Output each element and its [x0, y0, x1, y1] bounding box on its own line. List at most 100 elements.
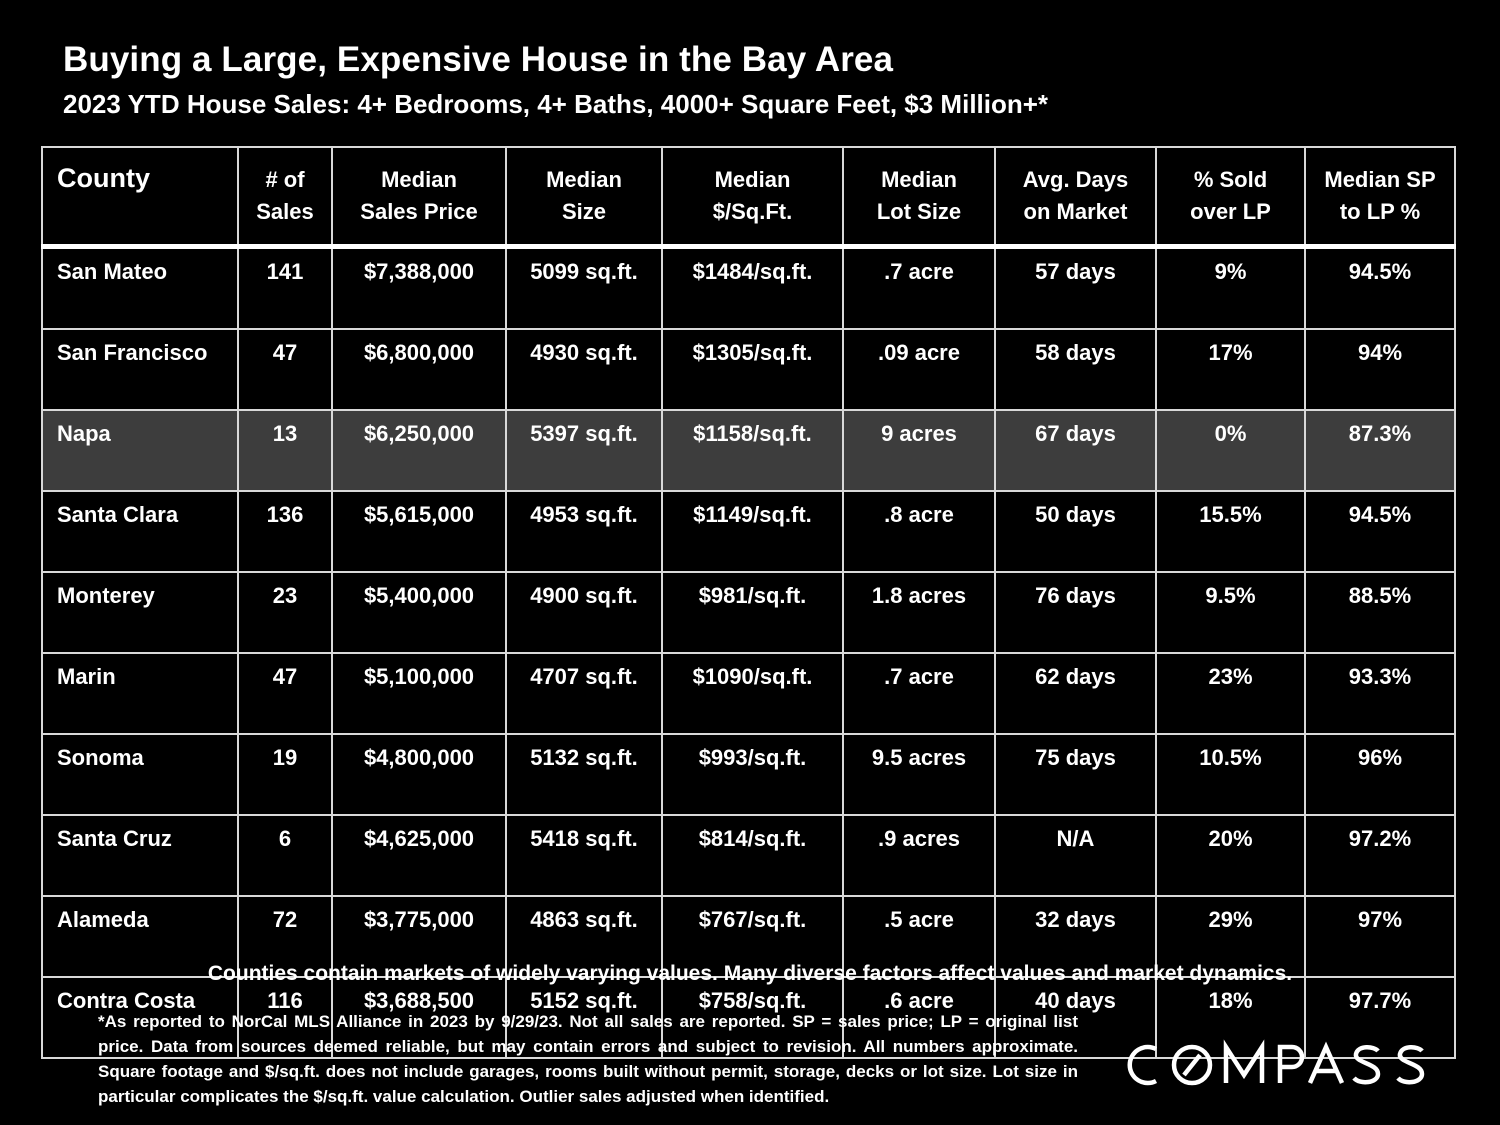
county-cell: Contra Costa: [41, 976, 239, 1059]
value-cell: 94.5%: [1304, 490, 1456, 573]
value-cell: 6: [237, 814, 333, 897]
county-cell: Alameda: [41, 895, 239, 978]
column-header: Median SP to LP %: [1304, 146, 1456, 249]
value-cell: 67 days: [994, 409, 1157, 492]
column-header-line2: Lot Size: [876, 199, 962, 224]
column-header-line1: Median SP: [1324, 167, 1436, 192]
logo-letter-o: [1171, 1044, 1213, 1086]
value-cell: .8 acre: [842, 490, 996, 573]
value-cell: 4953 sq.ft.: [505, 490, 663, 573]
value-cell: 97%: [1304, 895, 1456, 978]
value-cell: $5,400,000: [331, 571, 507, 654]
value-cell: N/A: [994, 814, 1157, 897]
compass-logo: [1127, 1039, 1425, 1086]
column-header-line1: Median: [881, 167, 957, 192]
column-header-line1: Median: [546, 167, 622, 192]
value-cell: 97.7%: [1304, 976, 1456, 1059]
value-cell: 136: [237, 490, 333, 573]
value-cell: .09 acre: [842, 328, 996, 411]
logo-letter-s2: [1396, 1045, 1425, 1085]
table-row: Monterey 23 $5,400,000 4900 sq.ft. $981/sq.f…: [41, 571, 1456, 654]
column-header-line2: over LP: [1190, 199, 1271, 224]
column-header: County: [41, 146, 239, 249]
value-cell: 87.3%: [1304, 409, 1456, 492]
value-cell: .7 acre: [842, 245, 996, 330]
value-cell: 0%: [1155, 409, 1306, 492]
value-cell: .7 acre: [842, 652, 996, 735]
logo-letter-m: [1223, 1039, 1265, 1083]
column-header-line2: Sales Price: [360, 199, 478, 224]
column-header-line2: to LP %: [1339, 199, 1421, 224]
page-title: Buying a Large, Expensive House in the B…: [63, 40, 894, 79]
value-cell: 94%: [1304, 328, 1456, 411]
table-row: Marin 47 $5,100,000 4707 sq.ft. $1090/sq.ft.…: [41, 652, 1456, 735]
column-header-line2: $/Sq.Ft.: [712, 199, 793, 224]
value-cell: 47: [237, 652, 333, 735]
value-cell: 76 days: [994, 571, 1157, 654]
value-cell: 40 days: [994, 976, 1157, 1059]
value-cell: 19: [237, 733, 333, 816]
value-cell: 9.5%: [1155, 571, 1306, 654]
value-cell: $3,775,000: [331, 895, 507, 978]
value-cell: 4900 sq.ft.: [505, 571, 663, 654]
value-cell: 116: [237, 976, 333, 1059]
value-cell: 5397 sq.ft.: [505, 409, 663, 492]
table-row: San Francisco 47 $6,800,000 4930 sq.ft. $130…: [41, 328, 1456, 411]
county-cell: Napa: [41, 409, 239, 492]
column-header-line1: # of: [265, 167, 305, 192]
column-header-line1: Median: [714, 167, 791, 192]
table-row: Santa Cruz 6 $4,625,000 5418 sq.ft. $814/sq.…: [41, 814, 1456, 897]
column-header: Median Size: [505, 146, 663, 249]
page-subtitle: 2023 YTD House Sales: 4+ Bedrooms, 4+ Ba…: [63, 89, 1049, 119]
county-cell: Santa Clara: [41, 490, 239, 573]
value-cell: .9 acres: [842, 814, 996, 897]
value-cell: 62 days: [994, 652, 1157, 735]
value-cell: 141: [237, 245, 333, 330]
column-header-line1: Avg. Days: [1022, 167, 1129, 192]
column-header: Avg. Days on Market: [994, 146, 1157, 249]
table-row: Napa 13 $6,250,000 5397 sq.ft. $1158/sq.ft. 9…: [41, 409, 1456, 492]
column-header: % Sold over LP: [1155, 146, 1306, 249]
market-note: Counties contain markets of widely varyi…: [207, 962, 1293, 985]
column-header-line2: Size: [561, 199, 607, 224]
value-cell: 20%: [1155, 814, 1306, 897]
value-cell: 23%: [1155, 652, 1306, 735]
value-cell: 5152 sq.ft.: [505, 976, 663, 1059]
value-cell: .6 acre: [842, 976, 996, 1059]
value-cell: 13: [237, 409, 333, 492]
value-cell: $4,625,000: [331, 814, 507, 897]
value-cell: $1158/sq.ft.: [661, 409, 844, 492]
table-row: Alameda 72 $3,775,000 4863 sq.ft. $767/sq.ft…: [41, 895, 1456, 978]
logo-letter-p: [1277, 1044, 1305, 1083]
column-header-line2: Sales: [256, 199, 314, 224]
logo-letter-c: [1127, 1044, 1158, 1086]
value-cell: $6,250,000: [331, 409, 507, 492]
value-cell: 57 days: [994, 245, 1157, 330]
table-row: San Mateo 141 $7,388,000 5099 sq.ft. $1484/s…: [41, 245, 1456, 330]
value-cell: 23: [237, 571, 333, 654]
value-cell: 93.3%: [1304, 652, 1456, 735]
table-row: Santa Clara 136 $5,615,000 4953 sq.ft. $1149…: [41, 490, 1456, 573]
value-cell: $1149/sq.ft.: [661, 490, 844, 573]
county-cell: Marin: [41, 652, 239, 735]
column-header: Median $/Sq.Ft.: [661, 146, 844, 249]
value-cell: $1090/sq.ft.: [661, 652, 844, 735]
county-cell: San Francisco: [41, 328, 239, 411]
column-header-line1: Median: [381, 167, 457, 192]
value-cell: 10.5%: [1155, 733, 1306, 816]
value-cell: $5,100,000: [331, 652, 507, 735]
value-cell: $814/sq.ft.: [661, 814, 844, 897]
table-row: Contra Costa 116 $3,688,500 5152 sq.ft. $758…: [41, 976, 1456, 1059]
value-cell: $5,615,000: [331, 490, 507, 573]
logo-letter-a: [1307, 1041, 1345, 1084]
county-cell: San Mateo: [41, 245, 239, 330]
value-cell: 4707 sq.ft.: [505, 652, 663, 735]
county-cell: Monterey: [41, 571, 239, 654]
table-header-row: County # of Sales Median Sales Price Median Si…: [41, 146, 1456, 249]
value-cell: 4863 sq.ft.: [505, 895, 663, 978]
county-cell: Sonoma: [41, 733, 239, 816]
value-cell: 9.5 acres: [842, 733, 996, 816]
value-cell: $7,388,000: [331, 245, 507, 330]
value-cell: 96%: [1304, 733, 1456, 816]
footnote: *As reported to NorCal MLS Alliance in 2…: [98, 1012, 1078, 1106]
